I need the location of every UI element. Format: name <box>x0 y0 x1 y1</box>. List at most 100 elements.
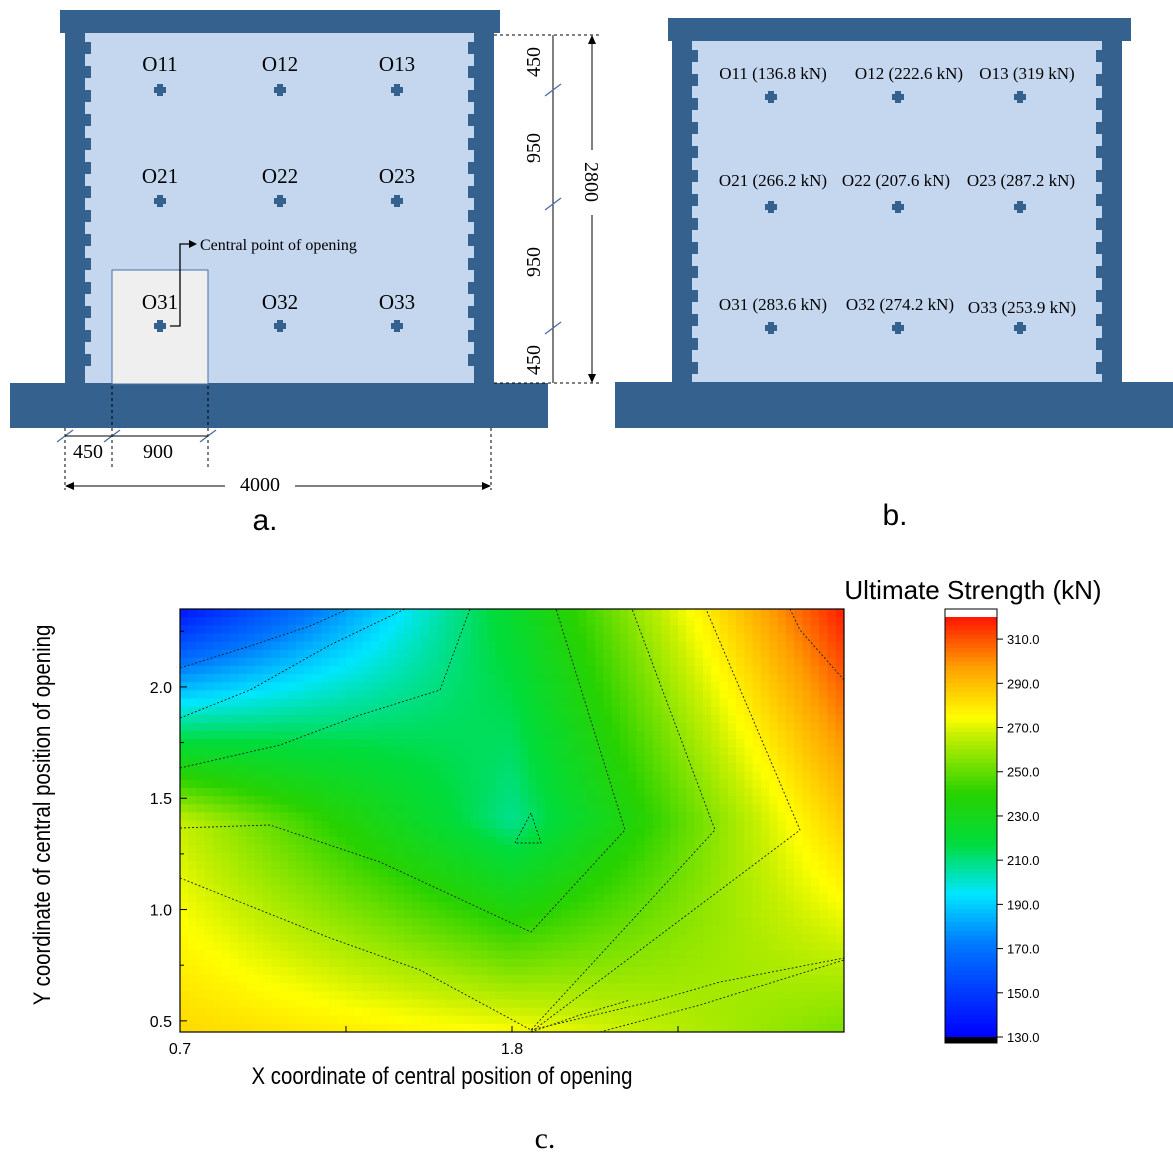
left-offset-label: 450 <box>73 441 103 463</box>
heat-cell <box>669 665 679 675</box>
heat-cell <box>520 690 530 700</box>
heat-cell <box>578 861 588 870</box>
heat-cell <box>362 779 372 789</box>
heat-cell <box>819 975 828 984</box>
heat-cell <box>570 787 579 797</box>
heat-cell <box>570 755 579 765</box>
heat-cell <box>636 893 646 903</box>
heat-cell <box>180 926 189 935</box>
heat-cell <box>312 893 322 903</box>
heat-cell <box>661 975 671 984</box>
heat-cell <box>188 609 198 618</box>
heat-cell <box>379 853 389 862</box>
heat-cell <box>246 625 256 635</box>
heat-cell <box>246 665 256 675</box>
heat-cell <box>196 836 206 846</box>
heat-cell <box>462 918 472 927</box>
heat-cell <box>196 739 206 748</box>
heat-cell <box>595 1023 604 1032</box>
heat-cell <box>229 1015 239 1025</box>
colorbar-segment <box>945 842 997 848</box>
heat-cell <box>702 950 712 960</box>
heat-cell <box>711 706 721 716</box>
heat-cell <box>628 763 638 773</box>
heat-cell <box>785 641 795 651</box>
heat-cell <box>321 926 330 935</box>
heat-cell <box>694 926 704 935</box>
heat-cell <box>611 926 621 935</box>
heat-cell <box>238 975 247 984</box>
heat-cell <box>827 625 837 635</box>
heat-cell <box>636 836 646 846</box>
heat-cell <box>819 983 828 992</box>
heat-cell <box>761 966 770 976</box>
result-label-o32: O32 (274.2 kN) <box>846 295 954 314</box>
heat-cell <box>719 861 729 870</box>
heat-cell <box>188 714 198 724</box>
heat-cell <box>362 747 372 757</box>
colorbar-segment <box>945 1019 997 1025</box>
heat-cell <box>769 739 779 748</box>
heat-cell <box>362 763 372 773</box>
heat-cell <box>495 942 505 952</box>
heat-cell <box>570 901 579 911</box>
heat-cell <box>204 763 214 773</box>
heat-cell <box>387 617 397 626</box>
heat-cell <box>337 869 347 879</box>
heat-cell <box>702 690 712 700</box>
heat-cell <box>810 779 820 789</box>
heat-cell <box>370 909 380 919</box>
heat-cell <box>346 812 355 822</box>
heat-cell <box>553 714 563 724</box>
heat-cell <box>536 1015 546 1025</box>
heat-cell <box>827 722 837 732</box>
heat-cell <box>404 1015 413 1025</box>
colorbar-segment <box>945 785 997 791</box>
heat-cell <box>204 649 214 659</box>
heat-cell <box>661 958 671 968</box>
heat-cell <box>802 690 812 700</box>
heat-cell <box>420 682 430 691</box>
heat-cell <box>312 901 322 911</box>
heat-cell <box>719 1015 729 1025</box>
heat-cell <box>686 682 696 691</box>
heat-cell <box>611 787 621 797</box>
heat-cell <box>810 836 820 846</box>
heat-cell <box>711 665 721 675</box>
heat-cell <box>263 714 272 724</box>
heat-cell <box>329 926 339 935</box>
heat-cell <box>362 812 372 822</box>
heat-cell <box>661 1015 671 1025</box>
heat-cell <box>528 812 538 822</box>
heat-cell <box>827 918 837 927</box>
heat-cell <box>487 836 496 846</box>
heat-cell <box>711 853 721 862</box>
heat-cell <box>246 690 256 700</box>
heat-cell <box>180 853 189 862</box>
heat-cell <box>238 869 247 879</box>
heat-cell <box>238 901 247 911</box>
heat-cell <box>603 934 613 944</box>
heat-cell <box>611 633 621 643</box>
heat-cell <box>254 714 264 724</box>
heat-cell <box>628 950 638 960</box>
heat-cell <box>304 665 314 675</box>
heat-cell <box>188 877 198 887</box>
heat-cell <box>711 966 721 976</box>
heat-cell <box>453 755 463 765</box>
heat-cell <box>827 991 837 1001</box>
heat-cell <box>644 625 654 635</box>
heat-cell <box>545 649 555 659</box>
heat-cell <box>271 771 281 781</box>
heat-cell <box>727 609 737 618</box>
heat-cell <box>520 665 530 675</box>
heat-cell <box>561 909 571 919</box>
heat-cell <box>586 722 596 732</box>
heat-cell <box>636 958 646 968</box>
heat-cell <box>761 950 770 960</box>
heat-cell <box>420 812 430 822</box>
heat-cell <box>429 609 438 618</box>
heat-cell <box>736 779 745 789</box>
heat-cell <box>711 934 721 944</box>
heat-cell <box>711 657 721 667</box>
